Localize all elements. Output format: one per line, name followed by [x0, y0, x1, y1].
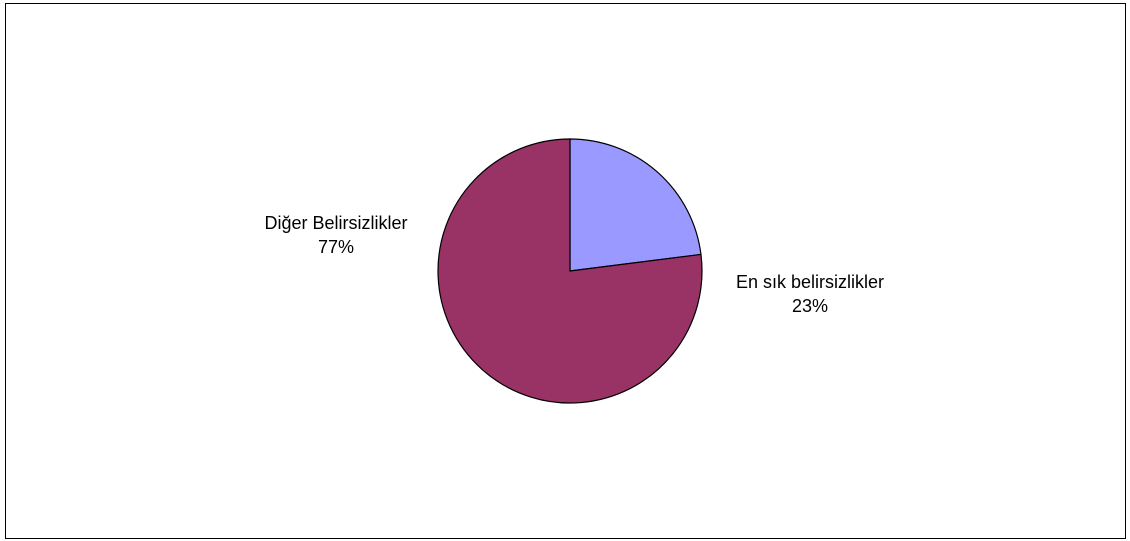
- slice-label-diger-belirsizlikler: Diğer Belirsizlikler 77%: [225, 211, 447, 259]
- slice-label-name: En sık belirsizlikler: [735, 272, 885, 292]
- pie-slice-diger-belirsizlikler: [437, 138, 703, 404]
- slice-label-value: 23%: [791, 296, 829, 316]
- slice-label-name: Diğer Belirsizlikler: [264, 213, 408, 233]
- slice-label-value: 77%: [317, 237, 355, 257]
- pie-slice-en-sik-belirsizlikler: [569, 138, 702, 272]
- slice-label-en-sik-belirsizlikler: En sık belirsizlikler 23%: [700, 270, 920, 318]
